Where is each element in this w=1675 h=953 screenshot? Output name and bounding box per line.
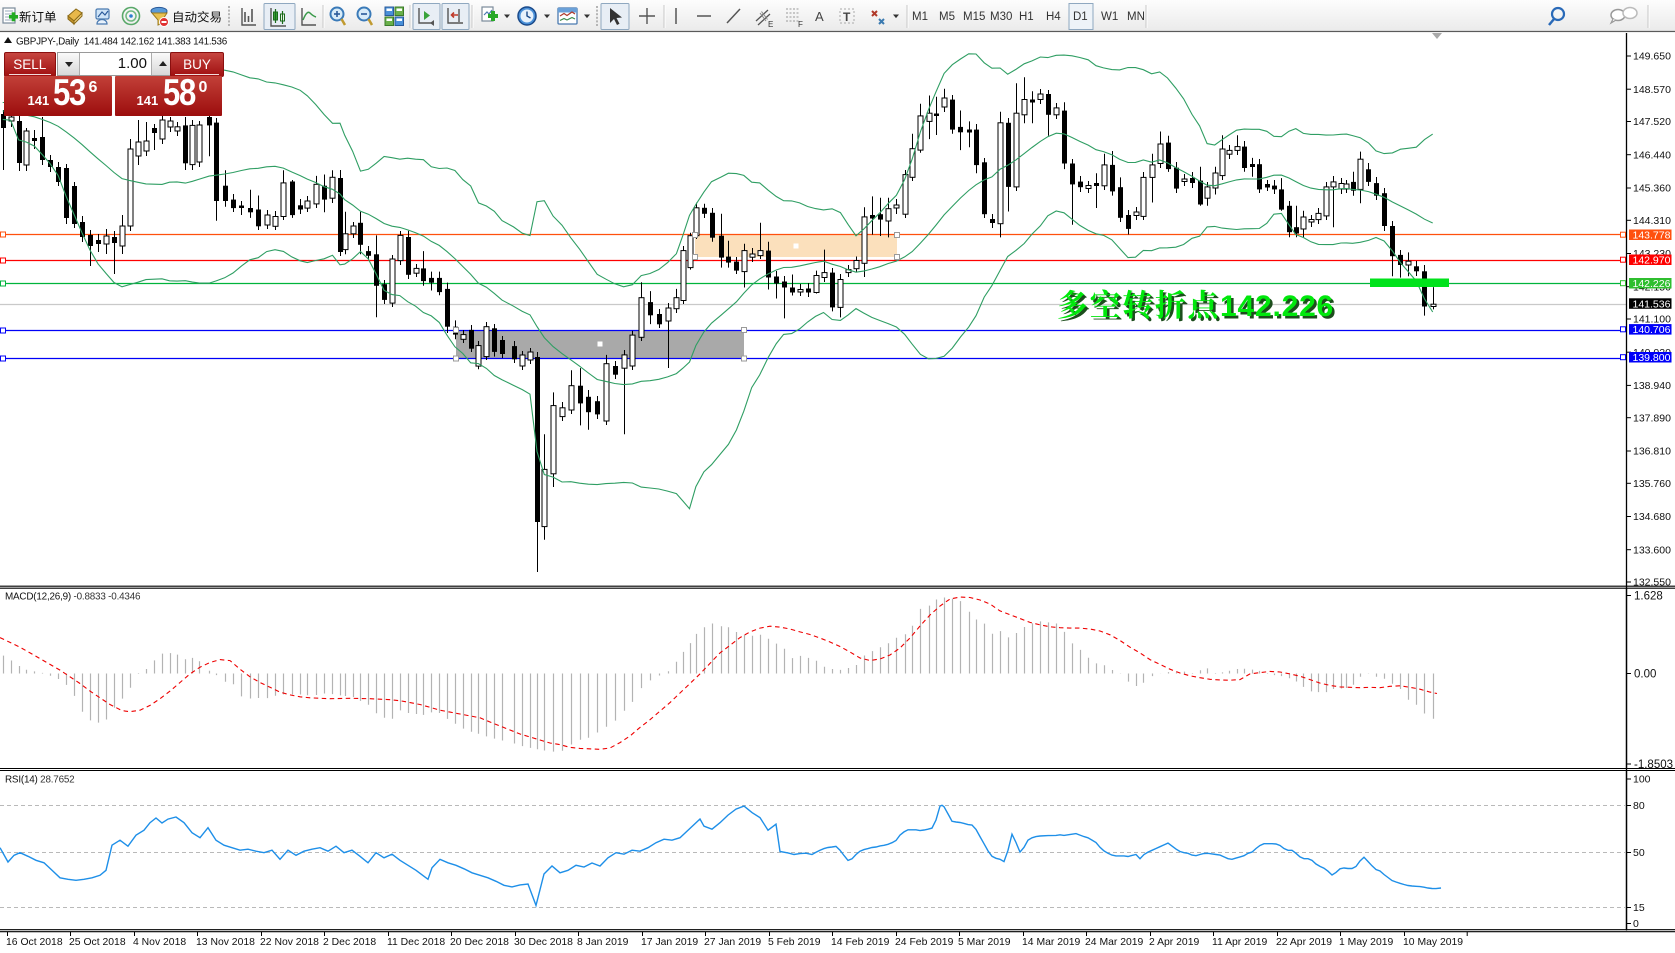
svg-text:149.650: 149.650 (1633, 51, 1671, 63)
svg-text:W1: W1 (1101, 11, 1118, 23)
svg-text:11 Dec 2018: 11 Dec 2018 (387, 937, 445, 948)
svg-text:142.970: 142.970 (1633, 255, 1671, 267)
svg-text:RSI(14) 28.7652: RSI(14) 28.7652 (5, 775, 74, 786)
svg-text:13 Nov 2018: 13 Nov 2018 (196, 937, 255, 948)
svg-text:134.680: 134.680 (1633, 511, 1671, 523)
svg-text:22 Apr 2019: 22 Apr 2019 (1276, 937, 1332, 948)
svg-text:11 Apr 2019: 11 Apr 2019 (1212, 937, 1267, 948)
svg-text:148.570: 148.570 (1633, 84, 1671, 96)
svg-text:133.600: 133.600 (1633, 544, 1671, 556)
svg-text:24 Feb 2019: 24 Feb 2019 (895, 937, 954, 948)
svg-text:0.00: 0.00 (1634, 669, 1656, 681)
svg-text:10 May 2019: 10 May 2019 (1403, 937, 1463, 948)
svg-text:M1: M1 (912, 11, 928, 23)
svg-text:5 Mar 2019: 5 Mar 2019 (958, 937, 1011, 948)
svg-text:H1: H1 (1019, 11, 1034, 23)
svg-text:147.520: 147.520 (1633, 116, 1671, 128)
svg-text:141.100: 141.100 (1633, 314, 1671, 326)
svg-text:0: 0 (1633, 918, 1639, 930)
svg-text:T: T (843, 10, 851, 24)
svg-text:132.550: 132.550 (1633, 577, 1671, 589)
svg-text:14 Feb 2019: 14 Feb 2019 (831, 937, 890, 948)
svg-text:138.940: 138.940 (1633, 380, 1671, 392)
svg-text:22 Nov 2018: 22 Nov 2018 (260, 937, 319, 948)
svg-text:5 Feb 2019: 5 Feb 2019 (768, 937, 821, 948)
svg-text:E: E (768, 20, 773, 29)
svg-text:15: 15 (1633, 902, 1645, 914)
svg-text:146.440: 146.440 (1633, 149, 1671, 161)
svg-text:145.360: 145.360 (1633, 183, 1671, 195)
svg-text:27 Jan 2019: 27 Jan 2019 (704, 937, 761, 948)
svg-text:139.800: 139.800 (1633, 352, 1671, 364)
svg-text:M30: M30 (990, 11, 1012, 23)
svg-text:H4: H4 (1046, 11, 1061, 23)
svg-text:14 Mar 2019: 14 Mar 2019 (1022, 937, 1081, 948)
svg-text:2 Apr 2019: 2 Apr 2019 (1149, 937, 1199, 948)
svg-text:17 Jan 2019: 17 Jan 2019 (641, 937, 698, 948)
svg-text:-1.8503: -1.8503 (1634, 759, 1673, 771)
svg-text:30 Dec 2018: 30 Dec 2018 (514, 937, 573, 948)
svg-text:143.778: 143.778 (1633, 230, 1671, 242)
svg-text:24 Mar 2019: 24 Mar 2019 (1085, 937, 1144, 948)
svg-text:A: A (815, 9, 824, 24)
svg-text:MACD(12,26,9) -0.8833 -0.4346: MACD(12,26,9) -0.8833 -0.4346 (5, 592, 141, 603)
svg-text:137.890: 137.890 (1633, 412, 1671, 424)
svg-text:F: F (798, 20, 803, 29)
svg-text:MN: MN (1127, 11, 1145, 23)
svg-text:140.706: 140.706 (1633, 324, 1671, 336)
svg-text:144.310: 144.310 (1633, 215, 1671, 227)
svg-text:142.226: 142.226 (1633, 278, 1671, 290)
svg-text:8 Jan 2019: 8 Jan 2019 (577, 937, 629, 948)
svg-text:142.226: 142.226 (1223, 293, 1337, 326)
svg-text:D1: D1 (1073, 11, 1088, 23)
svg-text:135.760: 135.760 (1633, 478, 1671, 490)
svg-text:142.226: 142.226 (1220, 290, 1334, 323)
svg-text:1 May 2019: 1 May 2019 (1339, 937, 1394, 948)
svg-text:100: 100 (1633, 774, 1651, 786)
svg-text:16 Oct 2018: 16 Oct 2018 (6, 937, 63, 948)
svg-text:136.810: 136.810 (1633, 446, 1671, 458)
svg-text:M5: M5 (939, 11, 955, 23)
svg-text:4 Nov 2018: 4 Nov 2018 (133, 937, 186, 948)
svg-text:25 Oct 2018: 25 Oct 2018 (69, 937, 126, 948)
svg-text:50: 50 (1633, 847, 1645, 859)
svg-text:2 Dec 2018: 2 Dec 2018 (323, 937, 376, 948)
svg-text:80: 80 (1633, 800, 1645, 812)
svg-text:141.536: 141.536 (1633, 298, 1671, 310)
svg-text:1.628: 1.628 (1634, 591, 1663, 603)
svg-text:M15: M15 (963, 11, 985, 23)
svg-text:GBPJPY-,Daily 141.484 142.162: GBPJPY-,Daily 141.484 142.162 141.383 14… (16, 37, 228, 48)
svg-text:20 Dec 2018: 20 Dec 2018 (450, 937, 509, 948)
